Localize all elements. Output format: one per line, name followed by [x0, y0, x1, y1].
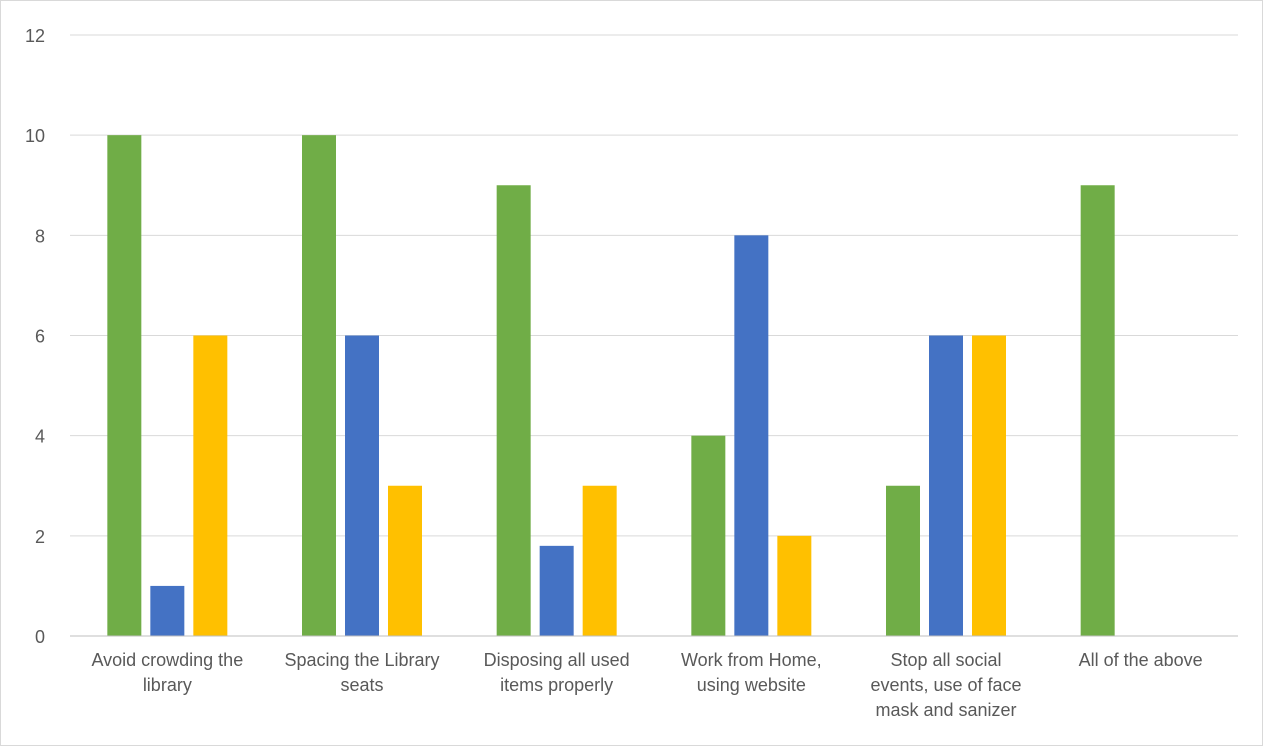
bar: [539, 545, 574, 636]
y-tick-label: 2: [35, 527, 45, 547]
bar: [1080, 185, 1115, 636]
x-tick-label: Disposing all used items properly: [484, 650, 630, 695]
bar: [302, 135, 336, 636]
y-tick-label: 6: [35, 327, 45, 347]
x-tick-label-line: Spacing the Library: [284, 650, 439, 670]
bar: [886, 485, 920, 636]
bar: [388, 485, 422, 636]
bars: [107, 135, 1115, 637]
x-tick-label: Avoid crowding the library: [91, 650, 243, 695]
bar: [193, 335, 228, 636]
bar: [929, 335, 963, 636]
x-tick-label-line: All of the above: [1079, 650, 1203, 670]
bar: [496, 185, 531, 636]
y-tick-label: 12: [25, 26, 45, 46]
bar: [582, 485, 617, 636]
x-tick-label-line: items properly: [500, 675, 613, 695]
y-axis: 0 2 4 6 8 10 12: [25, 26, 45, 647]
x-tick-label: All of the above: [1079, 650, 1203, 670]
x-tick-label-line: Stop all social: [890, 650, 1001, 670]
bar: [107, 135, 142, 636]
gridlines: [70, 34, 1238, 637]
x-tick-label-line: Avoid crowding the: [91, 650, 243, 670]
x-tick-label-line: Work from Home,: [681, 650, 822, 670]
x-tick-label-line: mask and sanizer: [875, 700, 1016, 720]
bar: [691, 435, 726, 636]
bar: [345, 335, 379, 636]
x-axis: Avoid crowding the library Spacing the Lib…: [70, 635, 1238, 720]
x-tick-label-line: using website: [697, 675, 806, 695]
x-tick-label-line: seats: [340, 675, 383, 695]
x-tick-label-line: events, use of face: [870, 675, 1021, 695]
bar: [972, 335, 1006, 636]
x-tick-label-line: library: [143, 675, 192, 695]
bar: [734, 235, 769, 637]
bar: [777, 535, 812, 636]
x-tick-label: Spacing the Library seats: [284, 650, 439, 695]
y-tick-label: 4: [35, 427, 45, 447]
bar: [150, 585, 185, 636]
x-tick-label-line: Disposing all used: [484, 650, 630, 670]
y-tick-label: 0: [35, 627, 45, 647]
x-tick-label: Work from Home, using website: [681, 650, 822, 695]
y-tick-label: 10: [25, 126, 45, 146]
x-tick-label: Stop all social events, use of face mask a…: [870, 650, 1021, 720]
y-tick-label: 8: [35, 226, 45, 246]
